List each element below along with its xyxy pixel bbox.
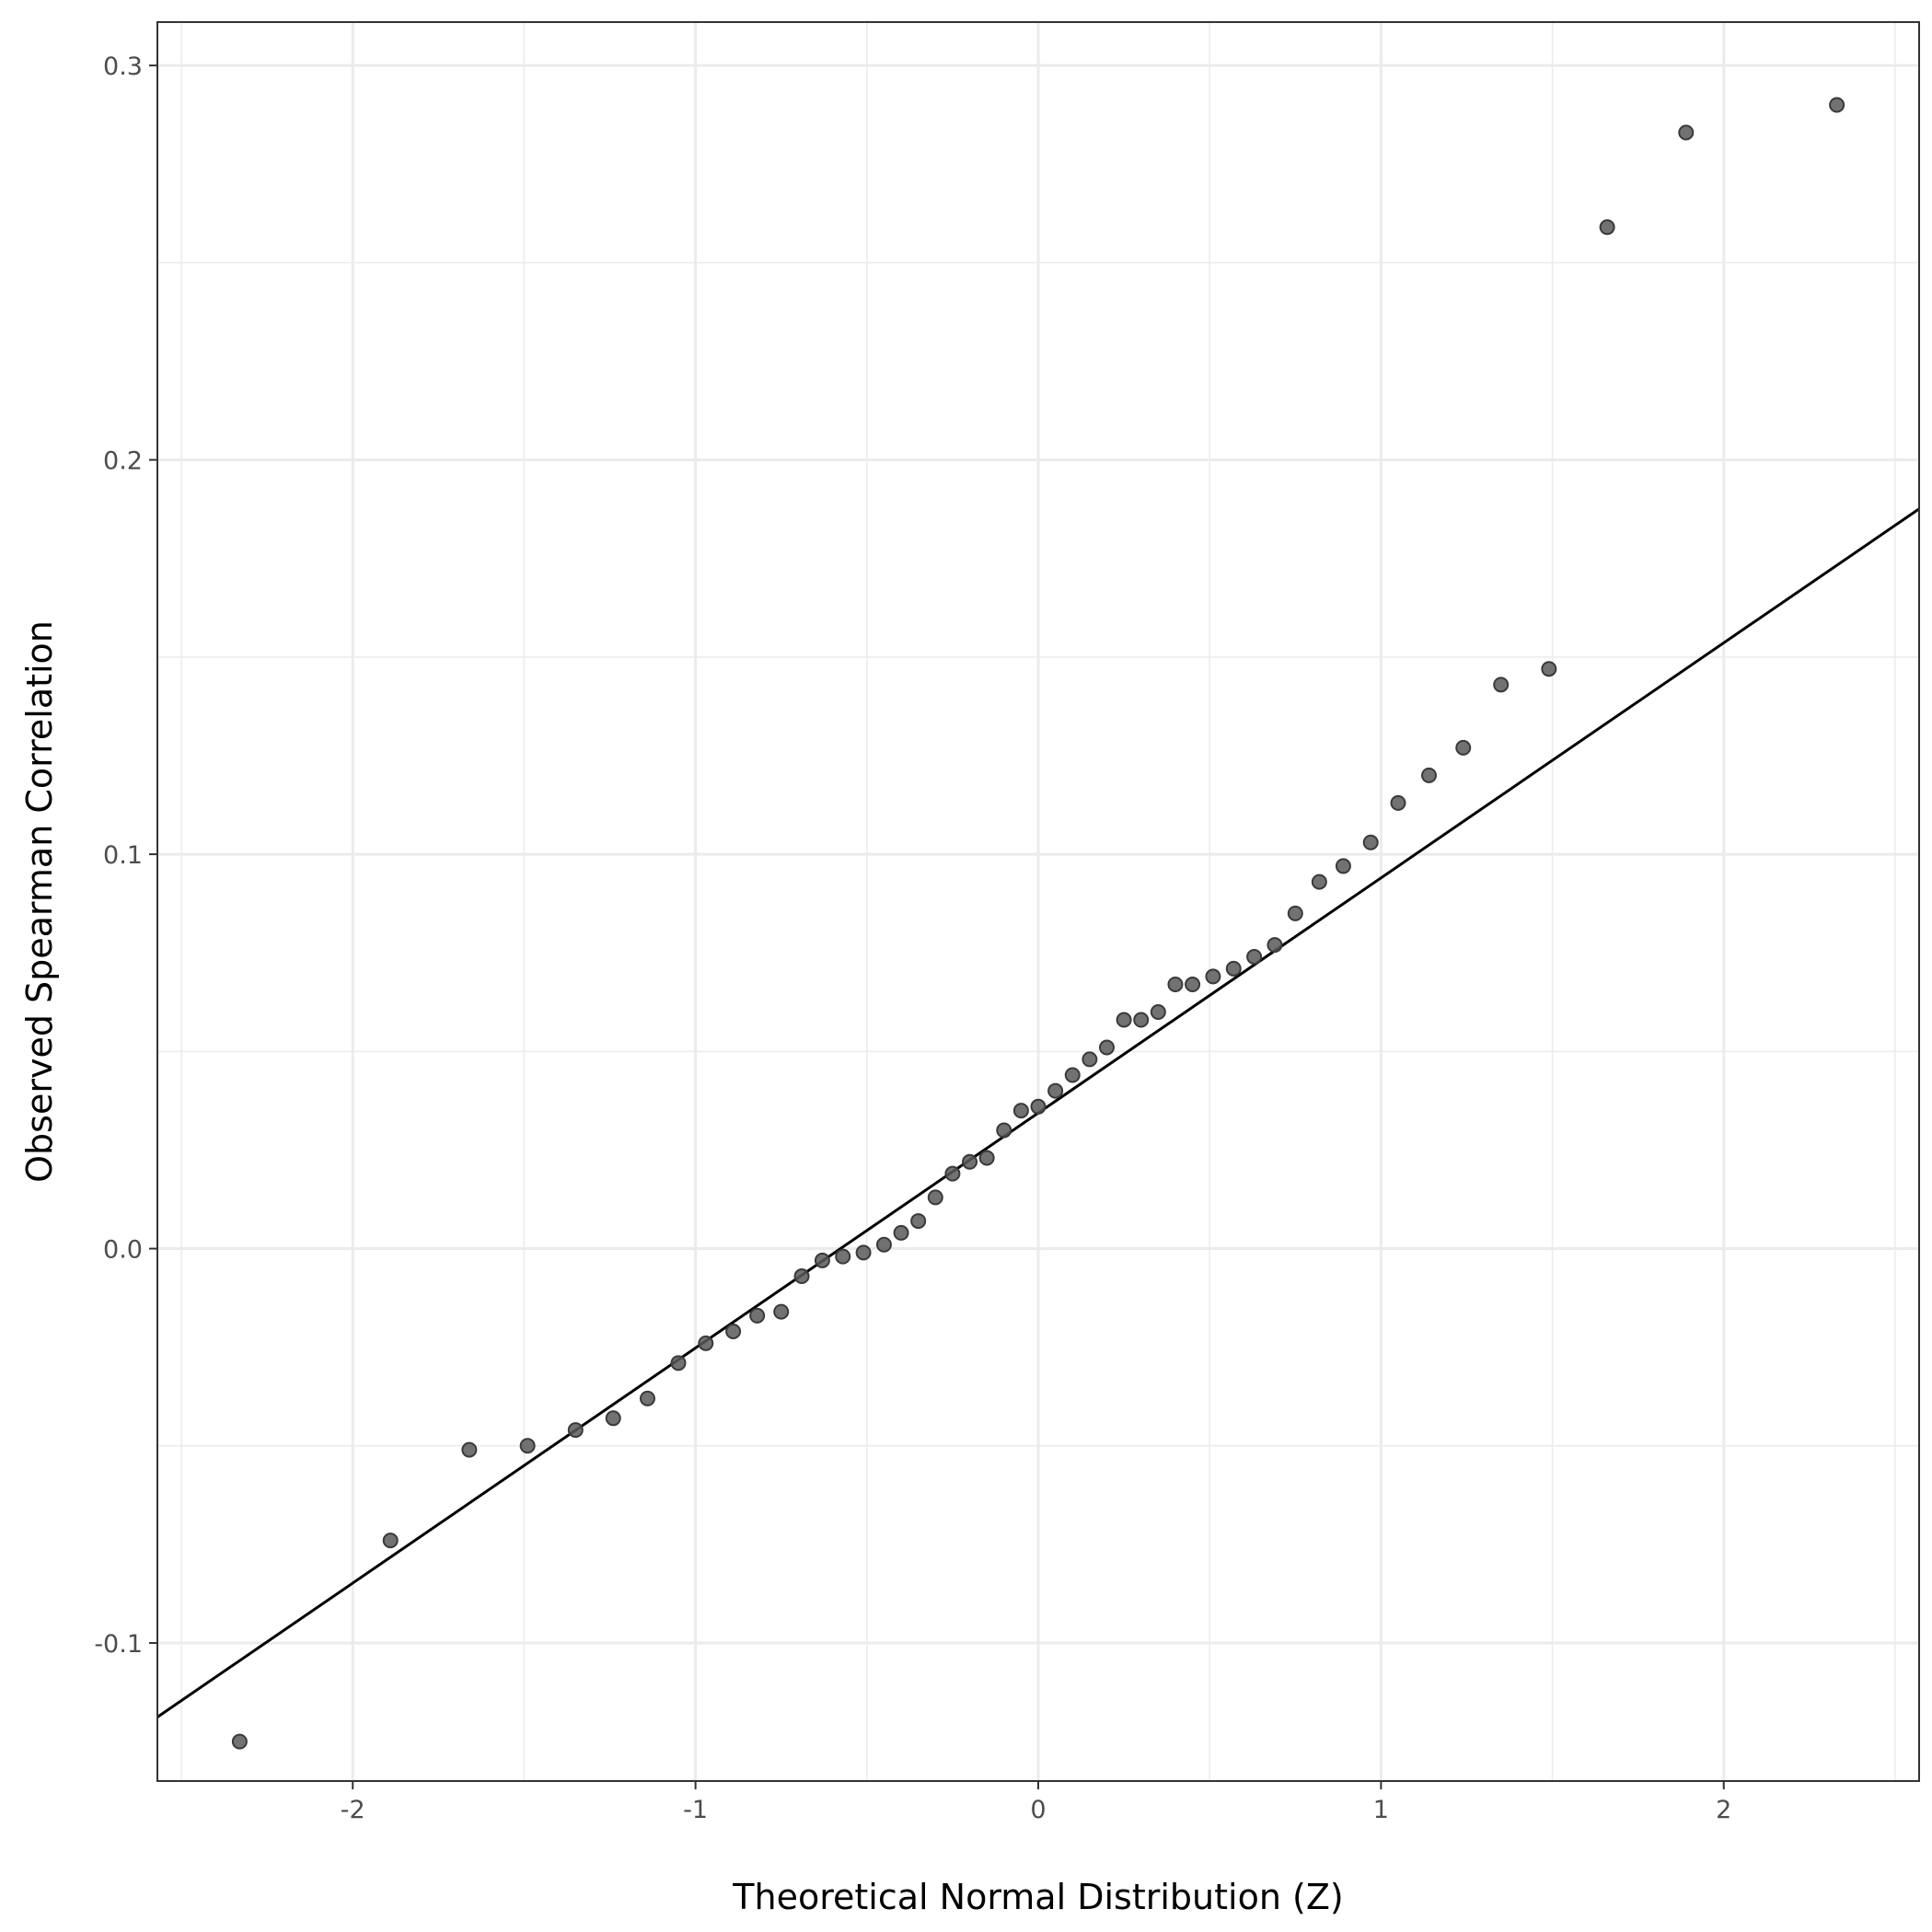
data-point <box>725 1324 742 1340</box>
data-point <box>1150 1003 1166 1020</box>
y-tick-label: 0.2 <box>103 447 143 476</box>
data-point <box>1064 1067 1081 1083</box>
data-point <box>1098 1039 1115 1056</box>
data-point <box>855 1244 872 1261</box>
data-point <box>1082 1051 1098 1068</box>
data-point <box>1047 1082 1064 1099</box>
data-point <box>1678 124 1695 141</box>
data-point <box>773 1303 790 1320</box>
x-tick-label: 2 <box>1716 1796 1731 1824</box>
data-point <box>793 1268 810 1285</box>
y-axis-title: Observed Spearman Correlation <box>19 620 60 1183</box>
major-gridlines <box>157 22 1919 1781</box>
data-point <box>698 1335 714 1351</box>
data-point <box>382 1533 399 1549</box>
data-point <box>605 1410 621 1427</box>
data-point <box>1185 976 1201 992</box>
y-axis-ticks: -0.1 0.0 0.1 0.2 0.3 <box>94 52 157 1659</box>
y-tick-label: -0.1 <box>94 1630 143 1659</box>
data-point <box>1335 858 1351 874</box>
x-tick-label: -1 <box>683 1796 708 1824</box>
data-point <box>1599 219 1615 236</box>
data-point <box>1116 1012 1132 1028</box>
data-point <box>1455 739 1472 756</box>
data-point <box>944 1165 961 1182</box>
x-axis-ticks: -2 -1 0 1 2 <box>341 1781 1731 1824</box>
data-points <box>231 97 1845 1750</box>
data-point <box>519 1438 536 1454</box>
data-point <box>639 1390 655 1406</box>
x-axis-title: Theoretical Normal Distribution (Z) <box>732 1877 1343 1917</box>
data-point <box>835 1248 851 1265</box>
x-tick-label: -2 <box>341 1796 365 1824</box>
data-point <box>978 1150 995 1166</box>
y-tick-label: 0.0 <box>103 1236 143 1265</box>
y-tick-label: 0.3 <box>103 52 143 81</box>
data-point <box>231 1733 248 1750</box>
data-point <box>875 1236 892 1253</box>
data-point <box>1311 873 1327 890</box>
data-point <box>996 1122 1012 1139</box>
data-point <box>962 1153 978 1170</box>
data-point <box>749 1307 766 1324</box>
data-point <box>1493 677 1510 693</box>
data-point <box>1829 97 1845 113</box>
data-point <box>1267 937 1283 954</box>
data-point <box>1421 767 1438 783</box>
data-point <box>461 1441 478 1458</box>
data-point <box>1246 948 1263 965</box>
data-point <box>670 1355 687 1371</box>
data-point <box>910 1213 927 1230</box>
data-point <box>1167 976 1184 992</box>
data-point <box>1133 1012 1150 1028</box>
data-point <box>1541 661 1557 677</box>
data-point <box>1030 1098 1047 1115</box>
data-point <box>927 1189 943 1206</box>
data-point <box>893 1224 909 1241</box>
data-point <box>1362 834 1379 850</box>
data-point <box>1390 794 1406 811</box>
data-point <box>1012 1103 1029 1119</box>
x-tick-label: 0 <box>1030 1796 1046 1824</box>
y-tick-label: 0.1 <box>103 841 143 870</box>
data-point <box>1205 968 1221 985</box>
data-point <box>814 1252 830 1268</box>
data-point <box>567 1422 584 1439</box>
x-tick-label: 1 <box>1373 1796 1389 1824</box>
data-point <box>1225 960 1242 977</box>
data-point <box>1287 905 1303 921</box>
